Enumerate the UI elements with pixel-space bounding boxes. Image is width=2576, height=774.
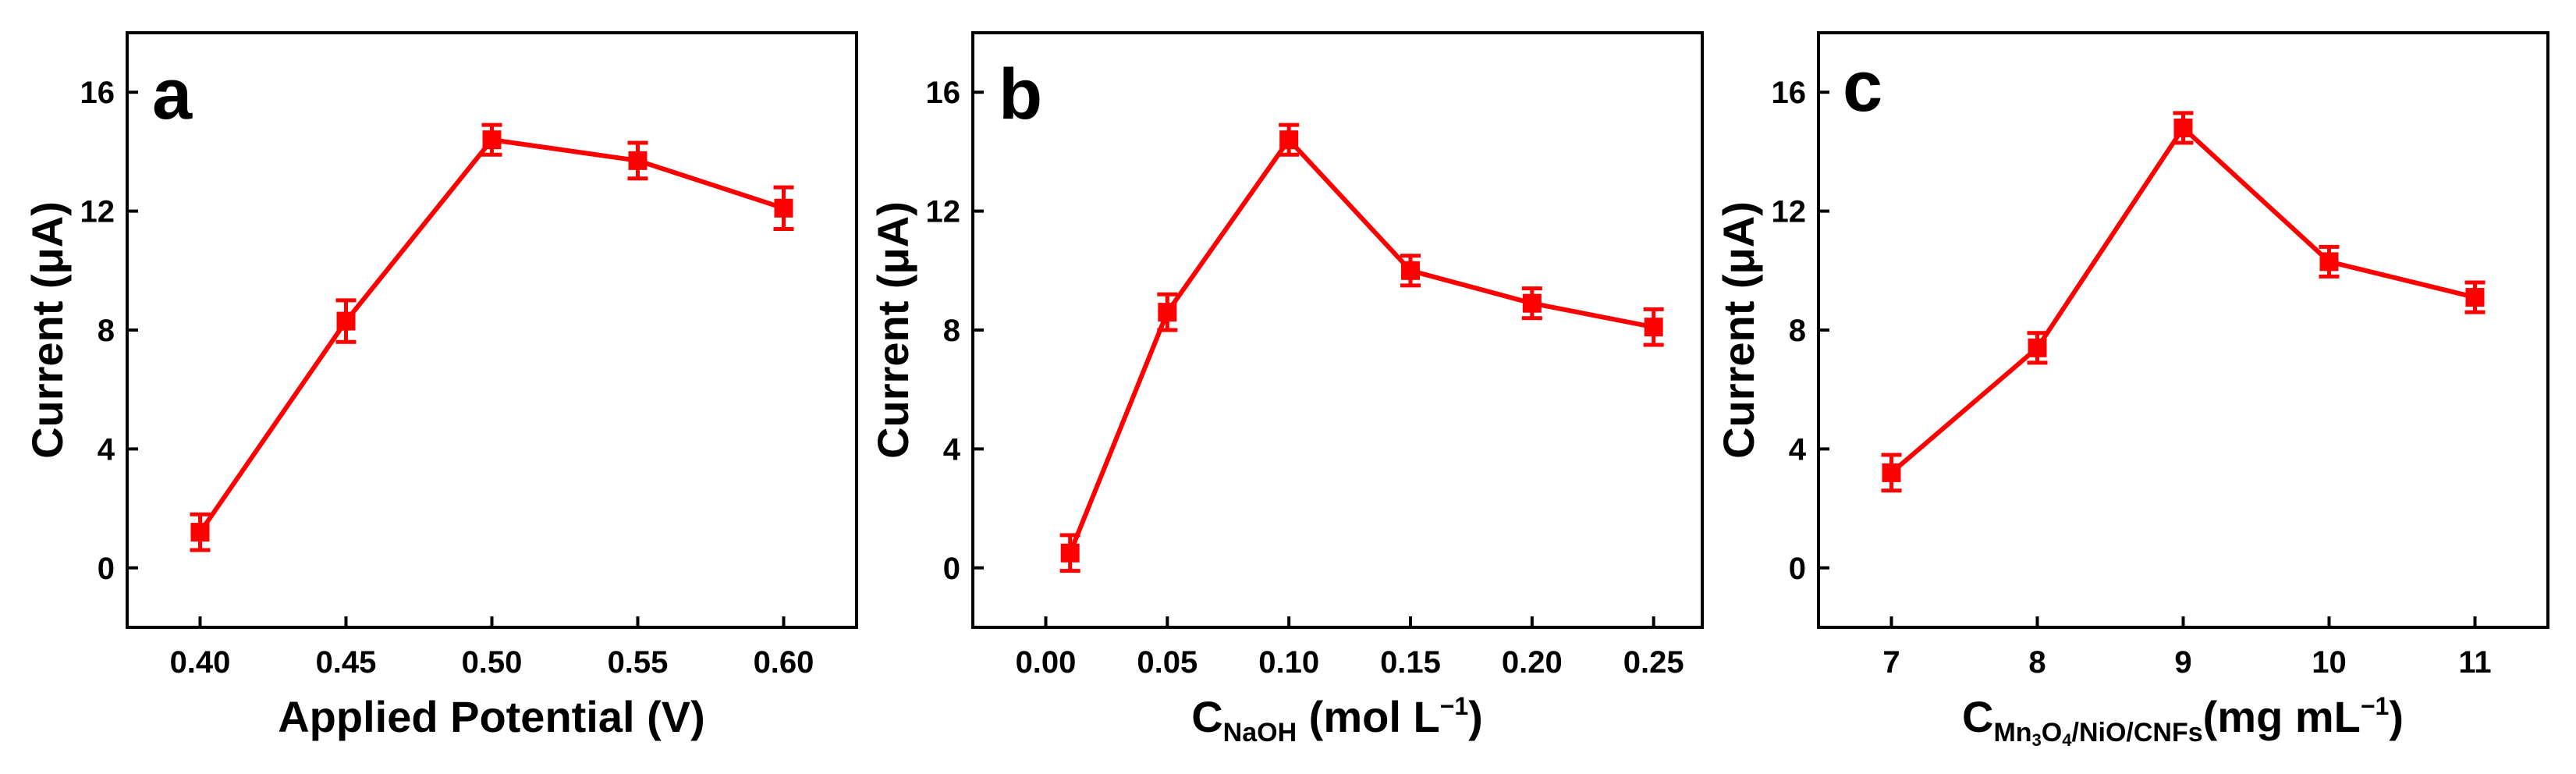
panel-c-label: c	[1843, 47, 1882, 126]
panel-b-xtick-label: 0.00	[1016, 645, 1077, 680]
panel-b-ytick-label: 4	[943, 432, 961, 467]
panel-a-xticks: 0.40 0.45 0.50 0.55 0.60	[170, 616, 814, 680]
panel-a-series-line	[198, 137, 785, 534]
panel-b-x-axis-title-sup: −1	[1440, 692, 1468, 720]
panel-a: 0.40 0.45 0.50 0.55 0.60 0 4 8 12 16 a Current (…	[23, 31, 858, 741]
panel-a-y-axis-title: Current (μA)	[23, 201, 72, 459]
panel-a-ytick-label: 12	[80, 195, 115, 229]
panel-b-x-axis-title-rest: (mol L	[1297, 692, 1440, 741]
panel-a-yticks: 0 4 8 12 16	[80, 76, 138, 586]
panel-c-x-axis-title-sub-rest: /NiO/CNFs	[2072, 718, 2203, 747]
panel-c-ytick-label: 0	[1789, 552, 1806, 586]
panel-c-xtick-label: 7	[1882, 645, 1900, 680]
panel-a-data-point	[336, 311, 356, 331]
panel-b-ytick-label: 12	[926, 195, 961, 229]
panel-a-data-point	[774, 198, 793, 218]
panel-b-xticks: 0.00 0.05 0.10 0.15 0.20 0.25	[1016, 616, 1684, 680]
panel-a-data-point	[190, 523, 210, 542]
panel-b-xtick-label: 0.10	[1258, 645, 1319, 680]
panel-c-xtick-label: 10	[2312, 645, 2347, 680]
panel-c-xticks: 7 8 9 10 11	[1882, 616, 2492, 680]
panel-c-xtick-label: 9	[2174, 645, 2191, 680]
panel-a-ytick-label: 16	[80, 76, 115, 110]
panel-a-xtick-label: 0.50	[462, 645, 523, 680]
panel-b-data-point	[1401, 261, 1420, 280]
panel-a-ytick-label: 0	[98, 552, 115, 586]
panel-c-ytick-label: 8	[1789, 314, 1806, 348]
panel-b-data-point	[1060, 543, 1080, 563]
panel-c-data-point	[2028, 338, 2047, 357]
panel-a-data-point	[482, 130, 502, 150]
panel-a-label: a	[152, 55, 193, 134]
panel-a-data-point	[628, 151, 648, 170]
panel-b-xtick-label: 0.25	[1623, 645, 1684, 680]
panel-b-y-axis-title: Current (μA)	[868, 201, 917, 459]
panel-c-x-axis-title-sup: −1	[2361, 692, 2389, 720]
panel-c-x-axis-title-rest: (mg mL	[2203, 692, 2361, 741]
panel-b-x-axis-title-main: C	[1191, 692, 1222, 741]
panel-c-series-line	[1889, 125, 2476, 475]
panel-b-data-point	[1644, 318, 1663, 337]
panel-c-y-axis-title: Current (μA)	[1714, 201, 1763, 459]
panel-b-label: b	[999, 55, 1042, 134]
panel-c-x-axis-title-main: C	[1962, 692, 1993, 741]
panel-b-data-point	[1279, 130, 1299, 150]
panel-b-xtick-label: 0.15	[1380, 645, 1441, 680]
panel-b-plot-frame	[971, 31, 1704, 629]
panel-c-xtick-label: 11	[2458, 645, 2491, 680]
panel-a-xtick-label: 0.40	[170, 645, 231, 680]
panel-c-data-point	[2465, 288, 2485, 307]
panel-c-series	[1881, 111, 2486, 493]
panel-c-ytick-label: 4	[1789, 432, 1807, 467]
panel-b-yticks: 0 4 8 12 16	[926, 76, 984, 586]
panel-c-x-axis-title-sub-o: O	[2042, 718, 2062, 747]
panel-a-x-axis-title: Applied Potential (V)	[278, 692, 705, 741]
panel-c-data-point	[2173, 118, 2193, 137]
panel-c-x-axis-title-end: )	[2389, 692, 2404, 741]
panel-c-x-axis-title-sub-mn: Mn	[1993, 718, 2031, 747]
panel-c-data-point	[1882, 463, 1901, 482]
panel-b: 0.00 0.05 0.10 0.15 0.20 0.25 0 4 8 12 16 b Curre…	[868, 31, 1704, 747]
panel-b-x-axis-title-sub: NaOH	[1223, 718, 1297, 747]
panel-c-data-point	[2319, 252, 2339, 272]
panel-b-ytick-label: 0	[943, 552, 960, 586]
panel-a-series	[190, 122, 794, 552]
panel-b-x-axis-title-end: )	[1468, 692, 1483, 741]
panel-b-xtick-label: 0.20	[1502, 645, 1563, 680]
panel-c-x-axis-title-sub-4: 4	[2062, 730, 2072, 750]
panel-c-ytick-label: 12	[1772, 195, 1807, 229]
panel-c-yticks: 0 4 8 12 16	[1772, 76, 1829, 586]
panel-c-ytick-label: 16	[1772, 76, 1807, 110]
panel-b-x-axis-title: CNaOH (mol L−1)	[1191, 692, 1483, 747]
panel-b-ytick-label: 16	[926, 76, 961, 110]
panel-a-ytick-label: 8	[98, 314, 115, 348]
panel-c-x-axis-title: CMn3O4/NiO/CNFs(mg mL−1)	[1962, 692, 2404, 750]
panel-b-series	[1059, 122, 1664, 573]
panel-b-series-line	[1067, 137, 1655, 554]
panel-a-plot-frame	[126, 31, 858, 629]
panel-b-xtick-label: 0.05	[1137, 645, 1198, 680]
panel-a-ytick-label: 4	[98, 432, 115, 467]
panel-b-ytick-label: 8	[943, 314, 960, 348]
panel-c-x-axis-title-sub-3: 3	[2032, 730, 2042, 750]
panel-a-xtick-label: 0.55	[608, 645, 669, 680]
panel-b-data-point	[1158, 303, 1177, 322]
panel-a-xtick-label: 0.60	[754, 645, 814, 680]
panel-a-xtick-label: 0.45	[316, 645, 377, 680]
panel-b-data-point	[1522, 293, 1542, 313]
panel-c-xtick-label: 8	[2028, 645, 2046, 680]
